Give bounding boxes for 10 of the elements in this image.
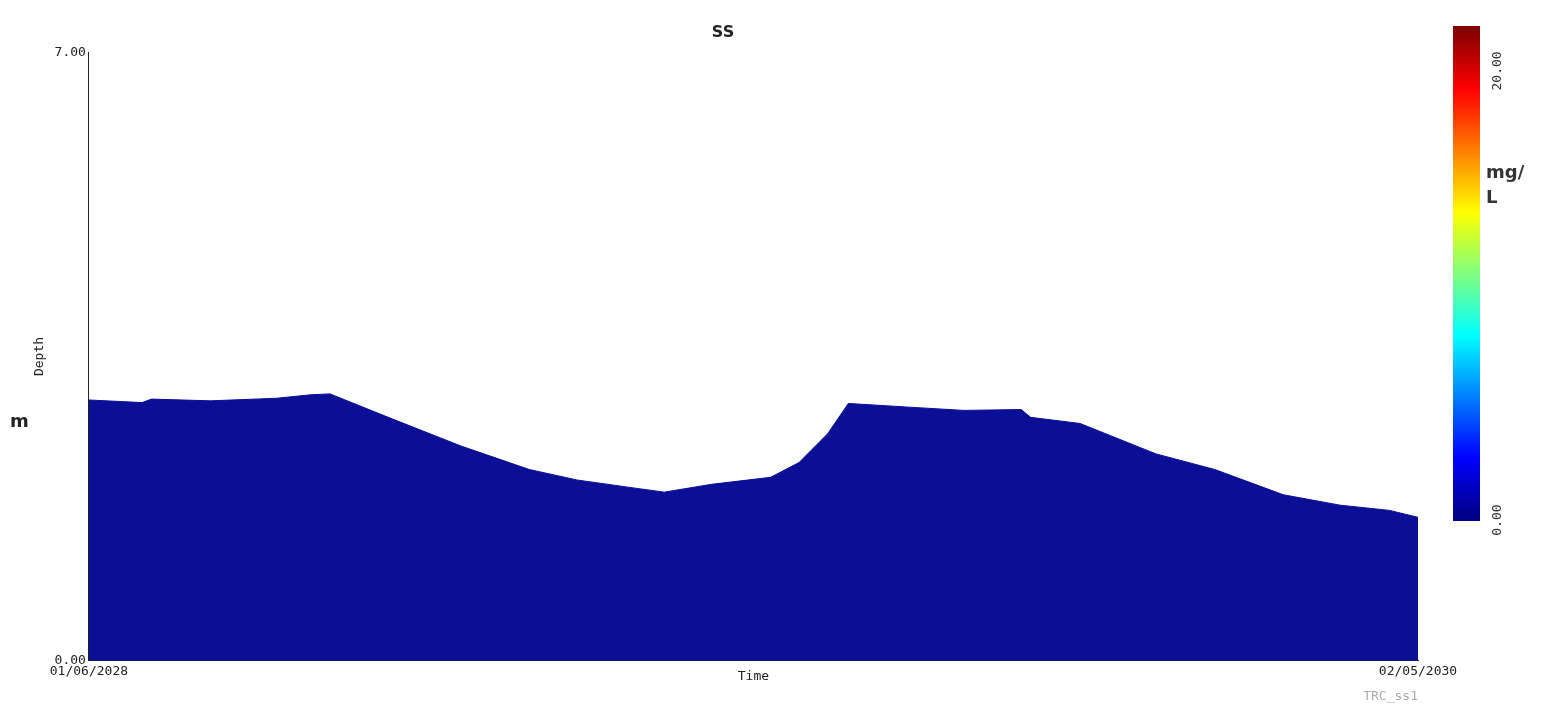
- chart-title: SS: [711, 21, 735, 41]
- text: TRC_ss1: [1363, 688, 1418, 703]
- x-axis-title: Time: [737, 667, 770, 683]
- text: m: [10, 409, 29, 431]
- color-bar-title: mg/L: [1486, 161, 1525, 207]
- x-tick-label: 02/05/2030: [1378, 662, 1458, 678]
- color-bar-label: 0.00: [1489, 504, 1505, 536]
- y-tick-label: 7.00: [54, 43, 86, 59]
- y-axis-title: Depth: [31, 336, 47, 377]
- color-bar-label: 20.00: [1489, 51, 1505, 91]
